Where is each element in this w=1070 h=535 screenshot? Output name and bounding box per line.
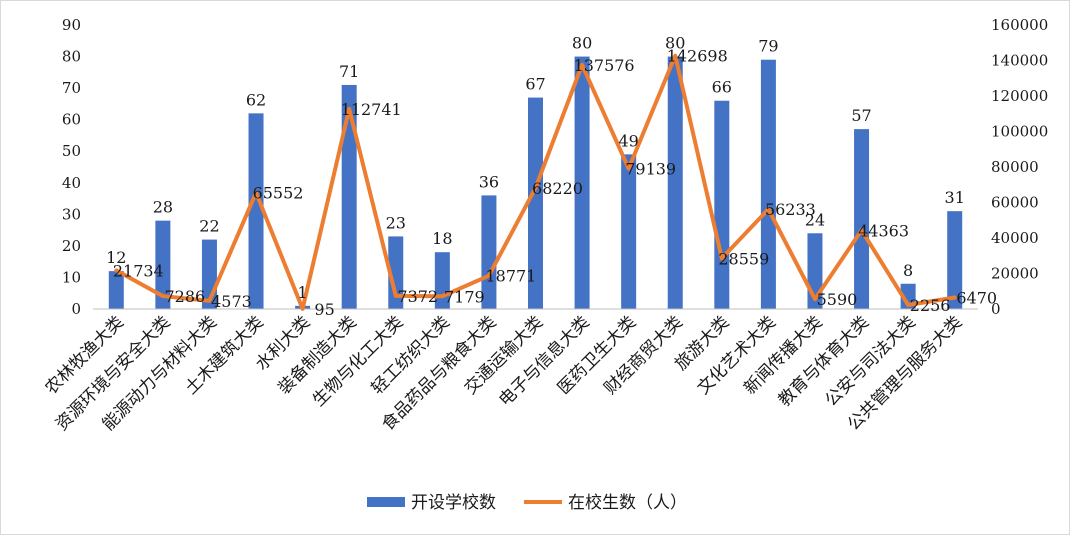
- left-tick-label: 90: [62, 16, 81, 34]
- bar: [714, 100, 730, 309]
- bar: [667, 56, 683, 309]
- bar: [760, 59, 776, 309]
- left-tick-label: 70: [62, 79, 81, 97]
- bar: [481, 195, 497, 309]
- bar: [574, 56, 590, 309]
- line-data-label: 95: [314, 300, 334, 319]
- right-tick-label: 20000: [991, 265, 1039, 283]
- bar: [621, 154, 637, 309]
- line-data-label: 56233: [765, 200, 816, 219]
- right-tick-label: 160000: [991, 16, 1048, 34]
- legend-line-label: 在校生数（人）: [568, 493, 687, 513]
- left-tick-label: 0: [71, 300, 81, 318]
- series-line: [114, 53, 957, 311]
- line-data-label: 28559: [718, 249, 769, 268]
- legend-bar-label: 开设学校数: [411, 493, 496, 513]
- bar: [388, 236, 404, 309]
- bar-data-label: 57: [851, 106, 871, 125]
- line-data-label: 65552: [253, 184, 304, 203]
- right-tick-label: 0: [991, 300, 1001, 318]
- line-data-label: 68220: [532, 179, 583, 198]
- line-data-label: 6470: [956, 289, 997, 308]
- bar-data-label: 67: [525, 75, 545, 94]
- bar-data-label: 12: [106, 248, 126, 267]
- bar-data-label: 79: [758, 37, 778, 56]
- bar: [528, 97, 543, 309]
- line-series: [114, 53, 957, 311]
- right-axis-ticks: 0 20000 40000 60000 80000 100000 120000 140000 1…: [991, 16, 1048, 318]
- line-data-label: 79139: [625, 160, 676, 179]
- left-tick-label: 10: [62, 268, 81, 286]
- line-data-label: 2256: [910, 296, 951, 315]
- bar-data-label: 8: [903, 261, 913, 280]
- bar-data-label: 36: [479, 172, 499, 191]
- line-data-label: 7372: [397, 287, 438, 306]
- bar-data-label: 62: [246, 90, 266, 109]
- bar-data-labels: 12 28 22 62 1 71 23 18 36 67 80 49 80 66 79 24 57 8 31: [106, 34, 965, 302]
- line-data-label: 18771: [485, 267, 536, 286]
- bar: [341, 84, 357, 309]
- right-tick-label: 40000: [991, 229, 1039, 247]
- right-tick-label: 80000: [991, 158, 1039, 176]
- bar-data-label: 18: [432, 229, 452, 248]
- right-tick-label: 100000: [991, 123, 1048, 141]
- line-data-label: 4573: [211, 292, 252, 311]
- left-tick-label: 40: [62, 174, 81, 192]
- bar-data-label: 80: [665, 34, 685, 53]
- legend: 开设学校数 在校生数（人）: [367, 493, 687, 513]
- line-data-label: 7286: [165, 287, 206, 306]
- line-data-label: 112741: [341, 100, 402, 119]
- legend-bar-swatch: [367, 497, 405, 507]
- bar: [854, 129, 870, 309]
- bar: [155, 220, 171, 309]
- right-tick-label: 60000: [991, 194, 1039, 212]
- bar-data-label: 22: [199, 217, 219, 236]
- bar-data-label: 66: [712, 78, 732, 97]
- bar-data-label: 28: [153, 198, 173, 217]
- bar: [248, 113, 264, 309]
- bar: [108, 271, 124, 309]
- bar-data-label: 80: [572, 34, 592, 53]
- left-tick-label: 60: [62, 111, 81, 129]
- right-tick-label: 120000: [991, 87, 1048, 105]
- bar-data-label: 23: [386, 213, 406, 232]
- bar-data-label: 49: [618, 131, 638, 150]
- right-tick-label: 140000: [991, 52, 1048, 70]
- line-data-label: 21734: [113, 261, 164, 280]
- left-tick-label: 50: [62, 142, 81, 160]
- left-axis-ticks: 0 10 20 30 40 50 60 70 80 90: [62, 16, 81, 318]
- line-data-label: 137576: [574, 56, 635, 75]
- bar: [947, 211, 963, 309]
- bar-data-label: 1: [298, 283, 308, 302]
- line-data-label: 5590: [817, 290, 858, 309]
- bar-data-label: 31: [945, 188, 965, 207]
- left-tick-label: 30: [62, 205, 81, 223]
- left-tick-label: 20: [62, 237, 81, 255]
- left-tick-label: 80: [62, 48, 81, 66]
- category-labels: 农林牧渔大类资源环境与安全大类能源动力与材料大类土木建筑大类水利大类装备制造大类…: [42, 312, 967, 434]
- line-data-label: 7179: [444, 287, 485, 306]
- bar-data-label: 71: [339, 62, 359, 81]
- line-data-label: 142698: [667, 47, 728, 66]
- line-data-label: 44363: [858, 221, 909, 240]
- bar-data-label: 24: [805, 210, 825, 229]
